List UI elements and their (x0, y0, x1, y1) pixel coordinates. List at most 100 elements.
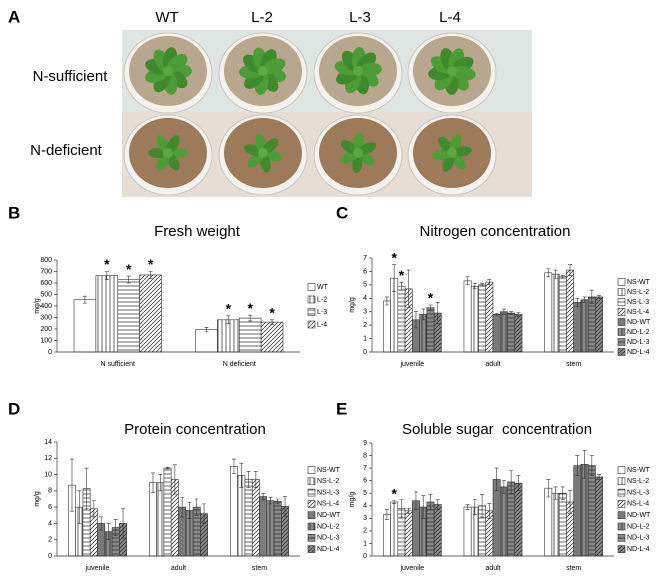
error-bar (158, 474, 163, 492)
error-bar (413, 491, 418, 510)
y-tick-label: 0 (363, 553, 367, 560)
chart-panel: C Nitrogen concentration 0 1 2 3 4 5 6 7 mg/g juven… (336, 203, 651, 367)
legend-label: NS-L-2 (627, 478, 649, 485)
chart-panel: D Protein concentration 0 2 4 6 8 10 12 14 mg/g juv… (8, 399, 341, 571)
chart-title: Nitrogen concentration (420, 223, 571, 240)
x-tick-label: N sufficient (101, 361, 136, 368)
error-bar (121, 508, 126, 539)
error-bar (104, 271, 109, 280)
y-axis-label: mg/g (34, 298, 41, 314)
plant (428, 48, 476, 95)
bar (397, 285, 406, 353)
bar (558, 492, 567, 557)
x-tick-label: adult (485, 361, 500, 368)
bar (587, 465, 596, 557)
error-bar (575, 297, 580, 307)
error-bar (509, 470, 514, 494)
panel-label: C (336, 203, 348, 222)
chart-title: Protein concentration (124, 421, 266, 438)
bar (478, 284, 487, 353)
column-label: L-2 (251, 9, 273, 26)
legend-swatch (617, 318, 626, 326)
bar (426, 501, 435, 557)
x-tick-label: juvenile (85, 565, 110, 572)
chart-panel: B Fresh weight 0 100 200 300 400 500 600 700 800 mg… (8, 203, 329, 367)
legend-label: ND-WT (627, 319, 651, 326)
error-bar (172, 464, 177, 495)
error-bar (84, 467, 89, 510)
legend-label: ND-L-2 (627, 329, 650, 336)
y-tick-label: 600 (40, 280, 52, 287)
y-axis-label: mg/g (349, 297, 356, 313)
y-tick-label: 2 (363, 528, 367, 535)
y-tick-label: 9 (363, 440, 367, 447)
y-tick-label: 500 (40, 291, 52, 298)
legend-swatch (307, 477, 316, 486)
legend-label: NS-WT (317, 467, 341, 474)
legend-swatch (307, 545, 316, 553)
legend-swatch (617, 278, 626, 286)
bar (230, 466, 238, 557)
error-bar (553, 486, 558, 500)
error-bar (194, 498, 199, 516)
legend-label: ND-WT (627, 512, 651, 519)
bar (595, 296, 604, 353)
error-bar (384, 509, 389, 520)
error-bar (91, 500, 96, 518)
legend-label: NS-L-4 (317, 501, 339, 508)
x-tick-label: stem (252, 565, 267, 572)
error-bar (413, 311, 418, 329)
y-tick-label: 5 (363, 490, 367, 497)
legend-swatch (307, 533, 316, 542)
y-tick-label: 2 (363, 322, 367, 329)
legend-swatch (617, 511, 626, 520)
bar (117, 279, 140, 353)
bar (492, 314, 501, 353)
legend-swatch (617, 298, 626, 306)
bar (382, 514, 391, 557)
error-bar (150, 472, 155, 493)
panel-label: E (336, 399, 347, 418)
plant (148, 135, 188, 171)
legend-label: L-3 (317, 309, 327, 316)
x-tick-label: juvenile (399, 361, 424, 368)
error-bar (480, 494, 485, 518)
error-bar (126, 275, 131, 284)
y-tick-label: 400 (40, 303, 52, 310)
bar (251, 479, 260, 557)
significance-mark: * (391, 485, 397, 501)
x-tick-label: adult (485, 565, 500, 572)
chart-title: Soluble sugar concentration (402, 421, 592, 438)
error-bar (568, 264, 573, 276)
legend-label: ND-L-3 (627, 339, 650, 346)
bar (485, 281, 494, 353)
error-bar (275, 498, 280, 505)
legend-swatch (617, 308, 626, 316)
legend-label: WT (317, 284, 329, 291)
error-bar (546, 479, 551, 498)
bar (139, 274, 162, 353)
error-bar (553, 269, 558, 279)
y-tick-label: 2 (48, 537, 52, 544)
significance-mark: * (269, 305, 275, 321)
error-bar (435, 302, 440, 325)
legend-swatch (617, 488, 626, 497)
pots (123, 32, 497, 196)
y-tick-label: 4 (48, 520, 52, 527)
legend-label: NS-L-3 (627, 489, 649, 496)
legend-label: L-2 (317, 296, 327, 303)
legend-label: ND-L-4 (627, 546, 650, 553)
y-tick-label: 6 (363, 478, 367, 485)
error-bar (487, 502, 492, 519)
plant (145, 47, 192, 95)
error-bar (509, 311, 514, 315)
plant (334, 47, 382, 95)
error-bar (253, 471, 258, 488)
significance-mark: * (104, 256, 110, 272)
bar (433, 504, 442, 557)
error-bar (77, 490, 82, 524)
legend-swatch (617, 288, 626, 296)
y-tick-label: 4 (363, 503, 367, 510)
error-bar (494, 467, 499, 492)
